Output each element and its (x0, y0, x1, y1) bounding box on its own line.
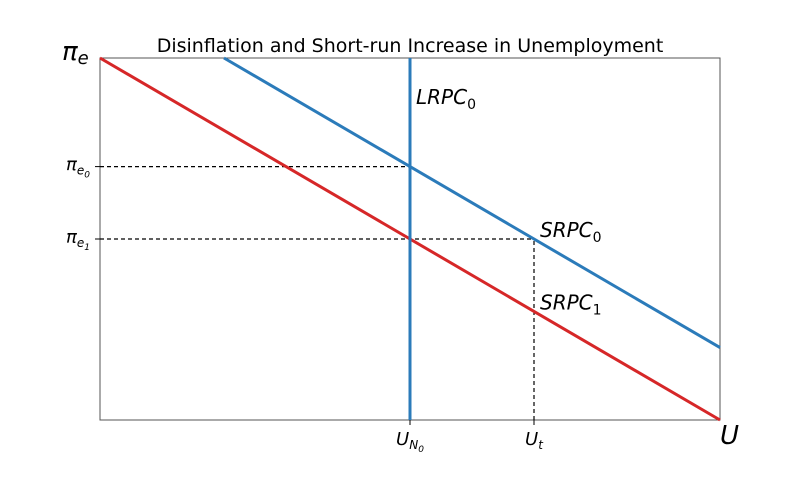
y-axis-label: πe (62, 37, 89, 69)
x-axis-label: U (720, 421, 739, 451)
chart-title: Disinflation and Short-run Increase in U… (157, 35, 664, 57)
axis-ticks: UN0 Ut πe0 πe1 (66, 155, 544, 455)
x-tick-label-0: UN0 (396, 429, 424, 455)
series-labels: SRPC0 SRPC1 LRPC0 (416, 85, 602, 318)
y-tick-label-1: πe1 (66, 227, 90, 253)
series-label-srpc1: SRPC1 (540, 290, 602, 318)
y-tick-label-0: πe0 (66, 155, 90, 181)
series-line-srpc0 (223, 56, 721, 349)
series-label-srpc0: SRPC0 (540, 218, 602, 246)
x-tick-label-1: Ut (525, 429, 544, 452)
guide-lines (100, 166, 535, 420)
series-lines (99, 56, 721, 422)
series-label-lrpc0: LRPC0 (416, 85, 476, 113)
